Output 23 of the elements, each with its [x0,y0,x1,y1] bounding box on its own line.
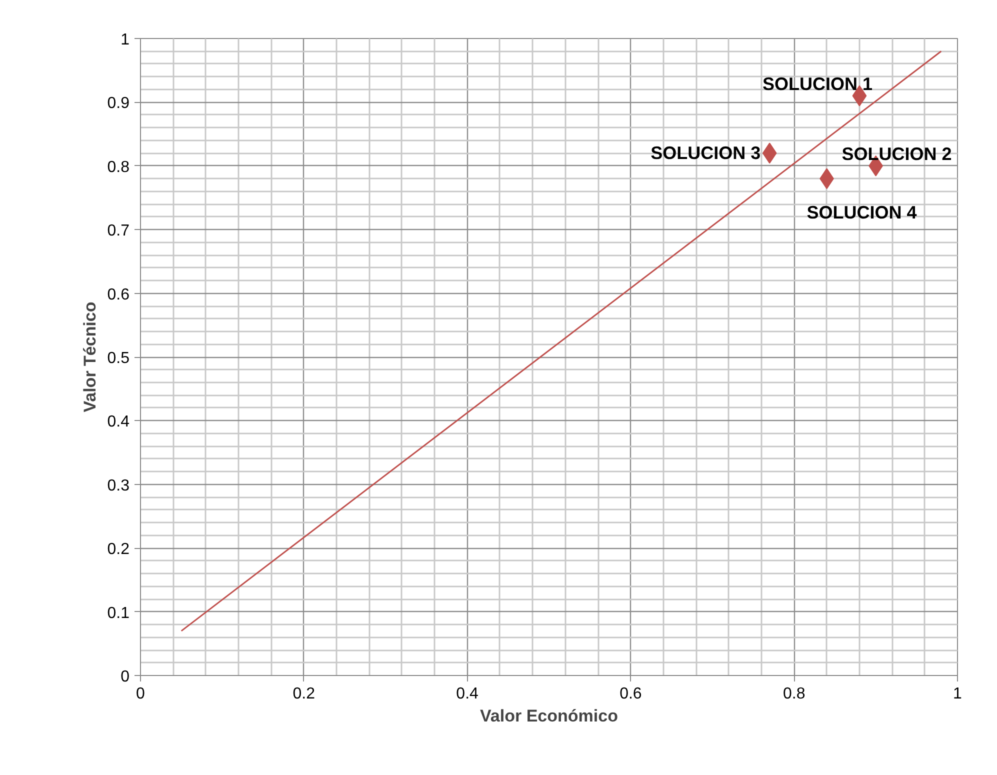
y-tick-label: 0.8 [107,158,130,176]
annotation: SOLUCION 1 [762,74,872,94]
y-tick-label: 0.9 [107,95,130,112]
x-tick-label: 0.6 [620,686,642,702]
x-tick-label: 0.4 [456,686,479,702]
y-axis-title: Valor Técnico [80,302,100,412]
annotation: SOLUCION 4 [806,202,917,223]
x-axis-title: Valor Económico [480,706,618,726]
x-tick-label: 0.2 [292,686,316,702]
y-tick-label: 1 [120,32,130,48]
x-tick-label: 1 [953,686,962,702]
y-tick-label: 0.7 [107,222,130,240]
x-tick-label: 0.8 [782,686,806,702]
annotation: SOLUCION 3 [650,143,761,164]
annotation: SOLUCION 2 [842,144,952,164]
y-tick-label: 0.3 [107,477,130,494]
y-tick-label: 0.6 [107,286,130,304]
x-tick-label: 0 [136,686,146,702]
y-tick-label: 0.1 [107,604,130,622]
y-tick-label: 0.5 [107,350,130,367]
y-tick-label: 0.2 [107,541,130,558]
y-tick-label: 0.4 [107,414,130,431]
y-tick-label: 0 [120,668,130,686]
